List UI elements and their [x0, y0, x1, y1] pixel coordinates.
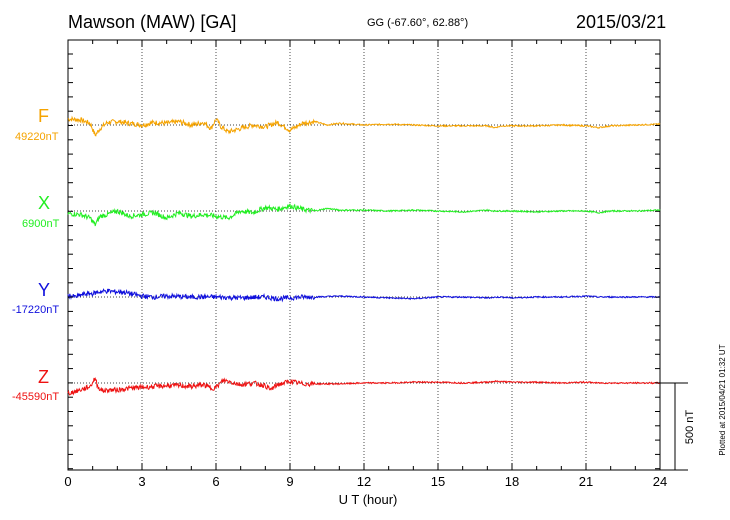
channel-f-label: F: [38, 106, 49, 126]
x-tick-label: 9: [286, 474, 293, 489]
x-tick-label: 21: [579, 474, 593, 489]
series-z-line: [67, 377, 661, 396]
channel-x-label: X: [38, 193, 51, 213]
x-tick-label: 6: [212, 474, 219, 489]
x-tick-label: 24: [653, 474, 667, 489]
x-tick-label: 15: [431, 474, 445, 489]
channel-x-baseline: 6900nT: [22, 218, 60, 230]
x-tick-label: 12: [357, 474, 371, 489]
scale-bar-label: 500 nT: [684, 410, 696, 445]
channel-y-label: Y: [38, 280, 51, 300]
gridlines: [141, 40, 587, 470]
ticks: [67, 40, 661, 470]
channel-z-label: Z: [38, 367, 49, 387]
date-label: 2015/03/21: [576, 12, 667, 32]
x-tick-label: 0: [64, 474, 71, 489]
station-title: Mawson (MAW) [GA]: [68, 12, 237, 32]
channel-z-baseline: -45590nT: [12, 391, 60, 403]
geographic-coords: GG (-67.60°, 62.88°): [367, 17, 469, 29]
series-y-line: [67, 288, 661, 303]
series-group: [67, 115, 661, 396]
channel-f-baseline: 49220nT: [15, 131, 59, 143]
x-tick-label: 18: [505, 474, 519, 489]
x-tick-labels: 0 3 6 9 12 15 18 21 24: [64, 474, 667, 489]
x-tick-label: 3: [138, 474, 145, 489]
plot-frame: [67, 39, 661, 471]
plotted-timestamp: Plotted at 2015/04/21 01:32 UT: [718, 344, 727, 455]
series-f-line: [67, 115, 661, 137]
x-axis-label: U T (hour): [339, 492, 398, 507]
channel-y-baseline: -17220nT: [12, 304, 60, 316]
series-x-line: [67, 203, 661, 227]
